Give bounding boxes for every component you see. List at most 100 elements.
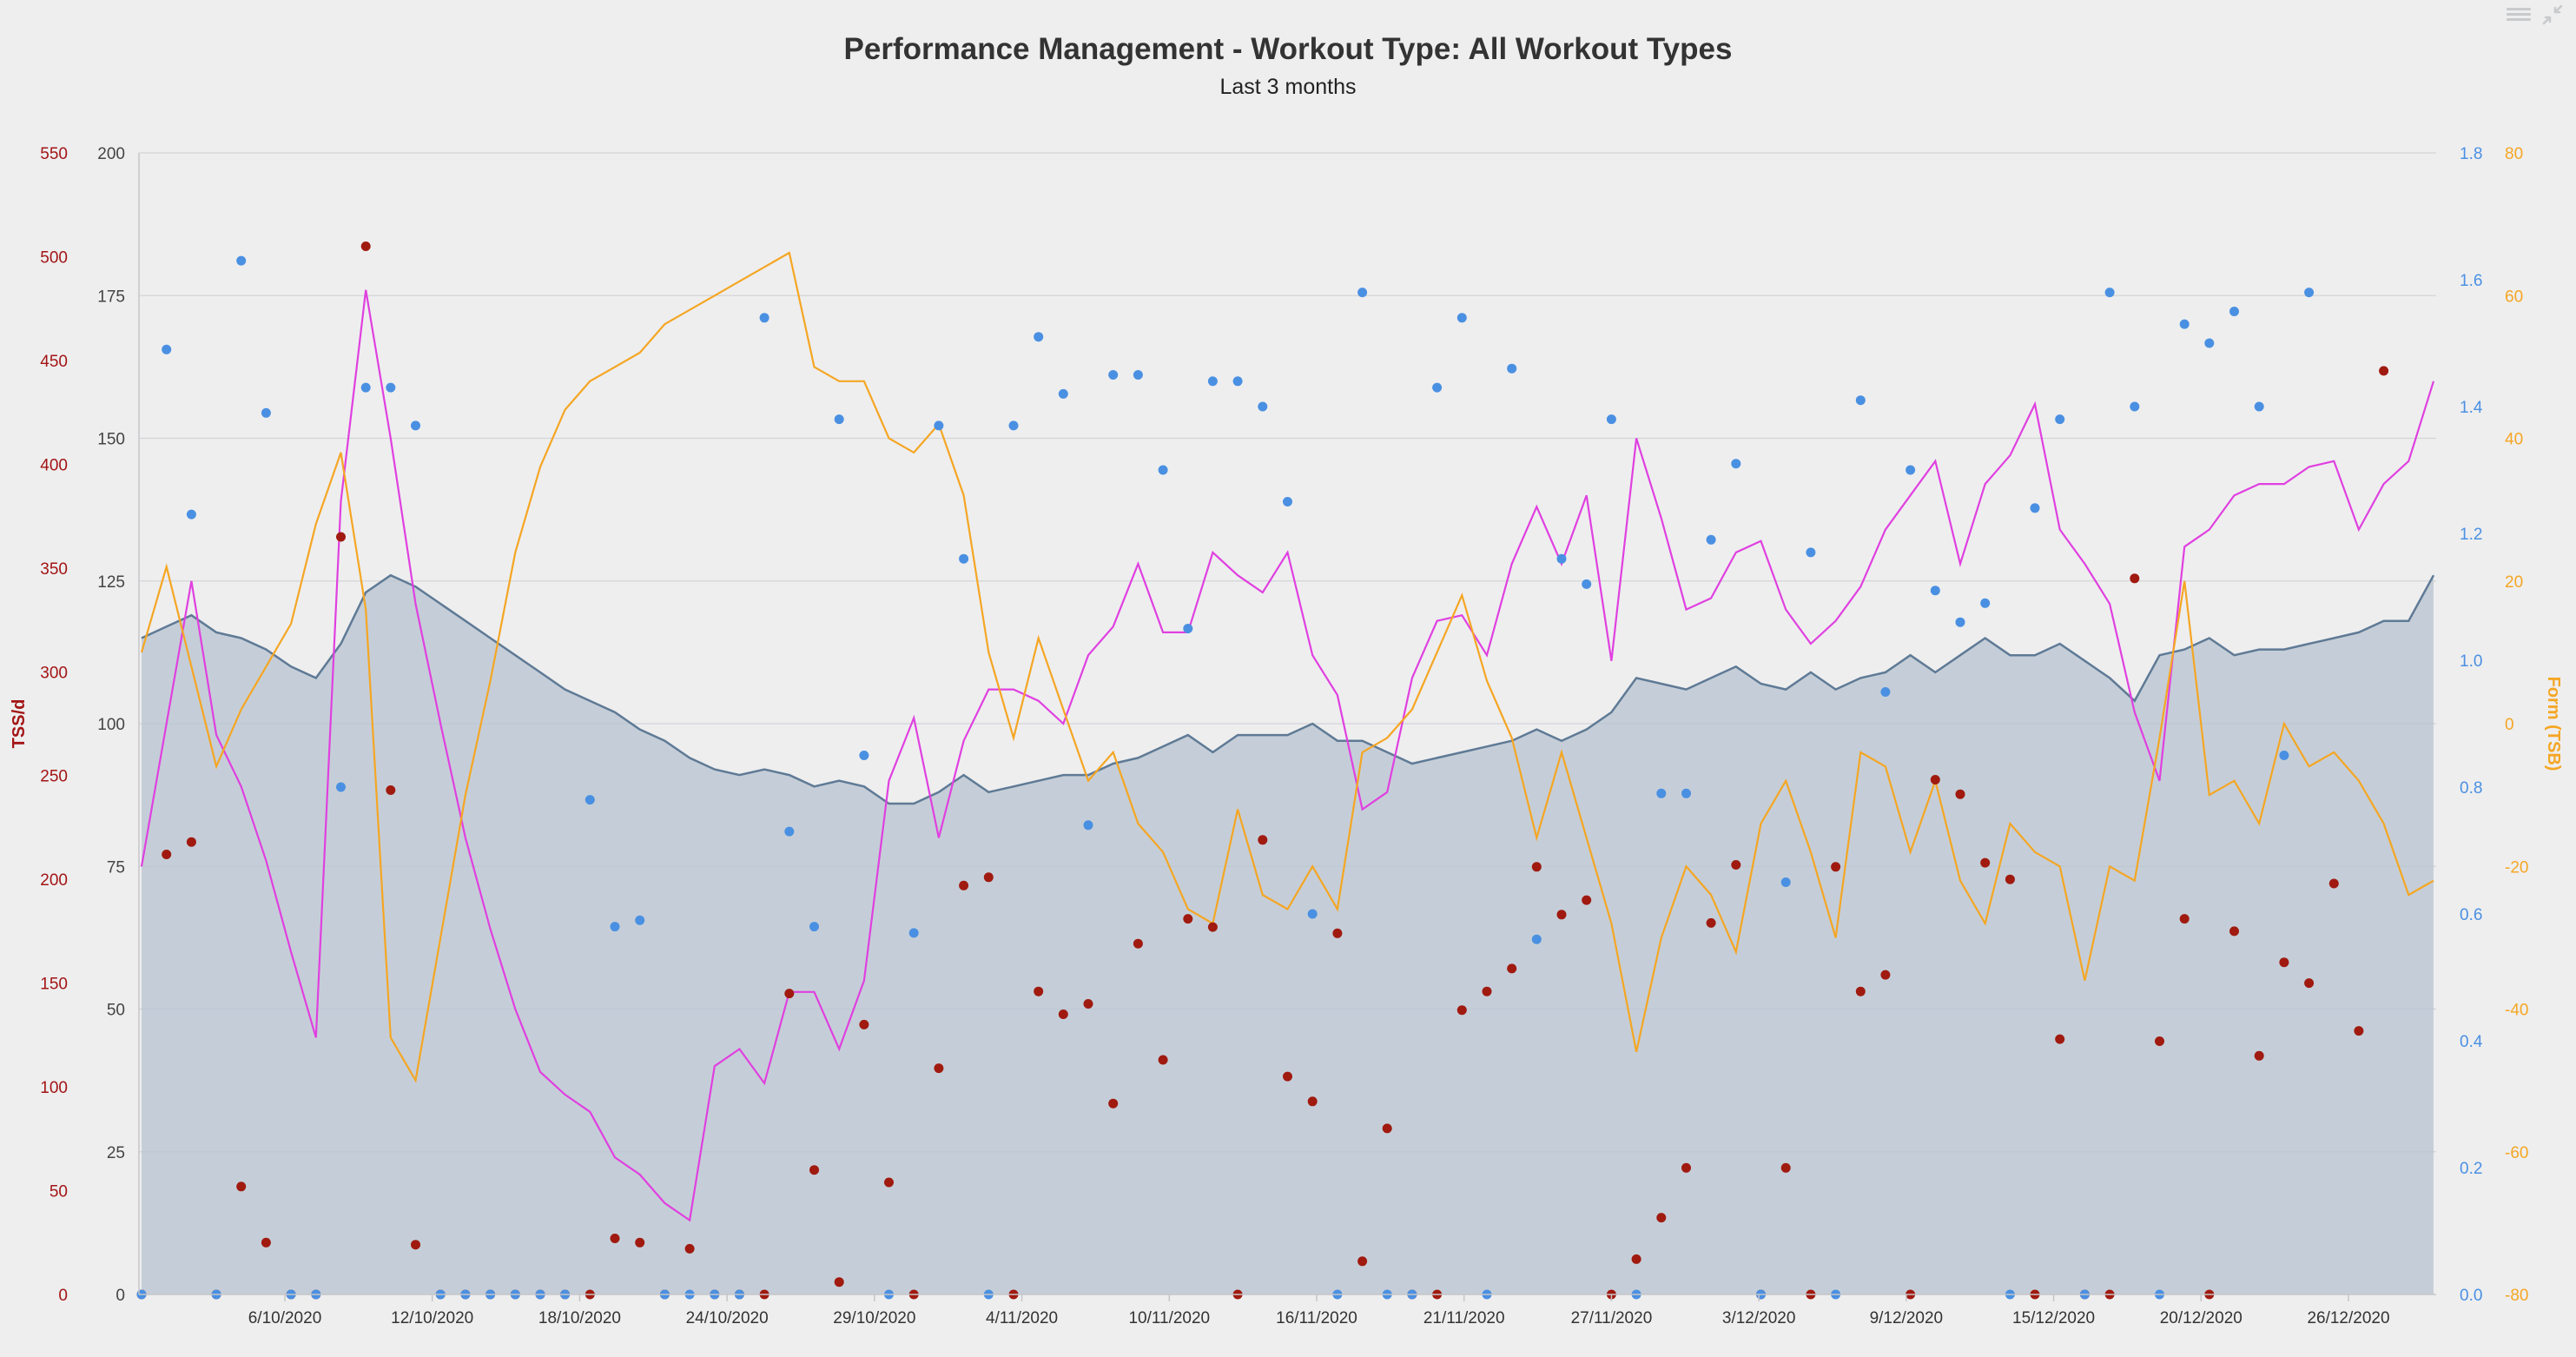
x-axis-tick-label: 15/12/2020 [2012, 1309, 2095, 1327]
fitness-area-fill [142, 575, 2434, 1294]
if-point [1855, 395, 1866, 406]
tss-point [360, 242, 371, 251]
if-point [959, 553, 969, 564]
if-point [610, 922, 620, 932]
if-point [1930, 586, 1940, 596]
if-point [784, 826, 795, 837]
if-axis-tick-label: 1.4 [2460, 399, 2483, 417]
tss-point [1183, 914, 1193, 924]
fitness-axis-tick-label: 75 [107, 858, 125, 877]
if-point [1158, 465, 1168, 475]
tss-point [2130, 573, 2140, 584]
tss-point [1731, 860, 1741, 870]
if-point [1034, 332, 1044, 342]
fitness-axis-tick-label: 0 [116, 1287, 125, 1305]
x-axis-tick-label: 4/11/2020 [986, 1309, 1058, 1327]
tss-point [2229, 926, 2239, 937]
if-point [1880, 687, 1891, 697]
tss-point [1855, 986, 1866, 996]
tss-point [2005, 874, 2015, 884]
if-point [2304, 288, 2315, 298]
fitness-axis-tick-label: 200 [97, 145, 125, 163]
if-point [1232, 376, 1243, 387]
tss-point [1706, 917, 1716, 928]
if-point [236, 255, 247, 266]
if-point [1456, 313, 1467, 323]
tss-point [1108, 1098, 1119, 1109]
tss-axis-title: TSS/d [10, 699, 29, 749]
fitness-axis-tick-label: 150 [97, 431, 125, 449]
if-point [360, 382, 371, 393]
if-point [2130, 401, 2140, 412]
if-point [585, 795, 595, 805]
if-axis-tick-label: 0.4 [2460, 1033, 2483, 1051]
x-axis-tick-label: 6/10/2020 [248, 1309, 322, 1327]
tss-point [809, 1165, 819, 1175]
if-point [411, 420, 420, 431]
x-axis-tick-label: 26/12/2020 [2307, 1309, 2389, 1327]
if-point [2104, 288, 2115, 298]
tss-point [411, 1240, 420, 1250]
chart-subtitle: Last 3 months [1219, 75, 1356, 99]
series-lines [140, 251, 2435, 1222]
tss-axis-tick-label: 50 [50, 1183, 68, 1201]
if-point [1531, 934, 1542, 944]
if-point [2030, 503, 2040, 513]
if-point [2055, 414, 2065, 425]
if-point [1507, 363, 1517, 374]
form-axis-tick-label: -20 [2505, 858, 2528, 877]
if-axis-tick-label: 1.0 [2460, 652, 2482, 671]
if-point [261, 407, 271, 418]
if-point [2204, 338, 2215, 348]
tss-point [784, 989, 795, 999]
tss-point [1955, 789, 1965, 799]
form-axis-tick-label: 20 [2505, 573, 2523, 592]
tss-point [2055, 1034, 2065, 1044]
tss-point [635, 1237, 645, 1248]
fitness-axis-tick-label: 50 [107, 1002, 125, 1020]
fitness-axis-tick-label: 100 [97, 716, 125, 734]
tss-point [261, 1237, 271, 1248]
if-point [1980, 598, 1991, 608]
if-point [1906, 465, 1916, 475]
tss-point [1283, 1071, 1292, 1082]
tss-axis-tick-label: 250 [40, 768, 68, 786]
tss-point [2354, 1026, 2364, 1036]
axes: 0501001502002503003504004505005500255075… [10, 145, 2563, 1327]
tss-point [1058, 1009, 1068, 1019]
if-point [1083, 820, 1093, 831]
form-axis-tick-label: 40 [2505, 431, 2523, 449]
tss-point [934, 1063, 944, 1074]
collapse-icon[interactable] [2541, 3, 2564, 26]
tss-point [186, 837, 196, 847]
hamburger-menu-icon[interactable] [2507, 5, 2531, 24]
if-point [934, 420, 944, 431]
if-point [336, 782, 346, 792]
if-point [386, 382, 396, 393]
tss-point [884, 1177, 894, 1188]
form-axis-tick-label: -40 [2505, 1002, 2528, 1020]
tss-point [2179, 914, 2190, 924]
tss-point [859, 1019, 869, 1029]
tss-point [959, 880, 969, 890]
tss-point [1780, 1162, 1791, 1173]
x-axis-tick-label: 3/12/2020 [1722, 1309, 1796, 1327]
if-point [186, 509, 196, 520]
tss-axis-tick-label: 150 [40, 976, 68, 994]
x-axis-tick-label: 21/11/2020 [1423, 1309, 1505, 1327]
tss-point [684, 1243, 695, 1254]
tss-axis-tick-label: 550 [40, 145, 68, 163]
if-axis-tick-label: 0.6 [2460, 906, 2482, 924]
if-point [1731, 459, 1741, 469]
if-point [1706, 534, 1716, 545]
if-point [1556, 553, 1567, 564]
if-point [1258, 401, 1268, 412]
tss-point [162, 850, 172, 859]
if-point [2254, 401, 2264, 412]
tss-point [1531, 862, 1542, 872]
if-point [1606, 414, 1616, 425]
tss-point [1556, 910, 1567, 920]
x-axis-tick-label: 24/10/2020 [686, 1309, 769, 1327]
if-point [759, 313, 769, 323]
tss-axis-tick-label: 100 [40, 1079, 68, 1097]
